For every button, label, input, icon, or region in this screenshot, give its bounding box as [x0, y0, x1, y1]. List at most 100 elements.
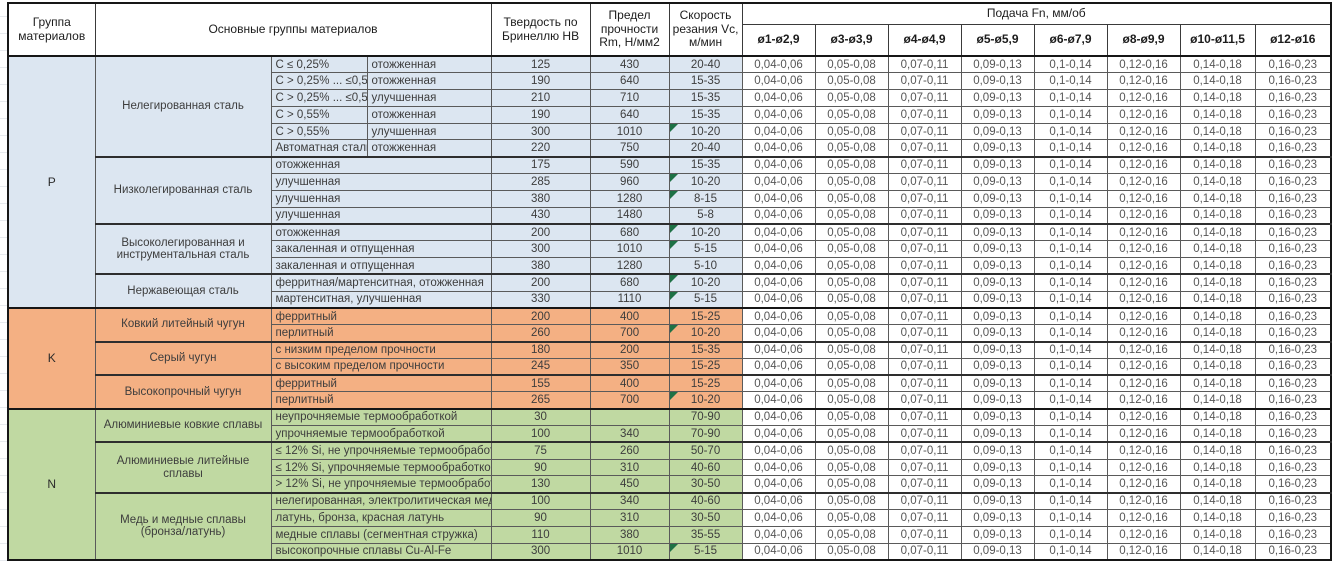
feed-cell: 0,14-0,18	[1179, 407, 1256, 427]
feed-cell: 0,04-0,06	[741, 475, 816, 494]
speed-cell: 15-35	[668, 340, 743, 359]
feed-cell: 0,12-0,16	[1106, 257, 1181, 275]
feed-cell: 0,12-0,16	[1106, 89, 1181, 107]
feed-cell: 0,12-0,16	[1106, 525, 1181, 544]
feed-cell: 0,12-0,16	[1106, 425, 1181, 443]
feed-cell: 0,04-0,06	[741, 290, 816, 309]
condition-cell: закаленная и отпущенная	[270, 257, 492, 275]
feed-cell: 0,09-0,13	[960, 542, 1035, 561]
feed-cell: 0,12-0,16	[1106, 139, 1181, 158]
condition-cell: ферритный	[270, 306, 492, 326]
subgroup-name-cell: Высокопрочный чугун	[94, 374, 272, 410]
feed-cell: 0,12-0,16	[1106, 122, 1181, 141]
strength-cell: 200	[589, 340, 670, 359]
table-row: C > 0,55% отожженная 190 640 15-35 0,04-0,06 0…	[8, 105, 1332, 124]
feed-cell: 0,14-0,18	[1179, 525, 1256, 544]
condition-cell: ≤ 12% Si, упрочняемые термообработкой	[270, 458, 492, 477]
feed-cell: 0,16-0,23	[1254, 139, 1332, 158]
feed-cell: 0,07-0,11	[887, 72, 962, 91]
feed-cell: 0,14-0,18	[1179, 155, 1256, 175]
feed-cell: 0,16-0,23	[1254, 257, 1332, 275]
feed-cell: 0,14-0,18	[1179, 189, 1256, 208]
group-code-cell: K	[7, 306, 96, 410]
feed-cell: 0,09-0,13	[960, 257, 1035, 275]
feed-cell: 0,09-0,13	[960, 340, 1035, 359]
feed-cell: 0,05-0,08	[814, 105, 889, 124]
feed-cell: 0,16-0,23	[1254, 155, 1332, 175]
header-feed-diameter-range: ø3-ø3,9	[814, 23, 889, 57]
feed-cell: 0,14-0,18	[1179, 139, 1256, 158]
table-row: Автоматная сталь отожженная 220 750 20-40 0,0…	[8, 139, 1332, 158]
header-brinell-hardness: Твердость по Бринеллю HB	[490, 2, 591, 57]
feed-cell: 0,16-0,23	[1254, 374, 1332, 393]
table-row: упрочняемые термообработкой 100 340 70-90 0,…	[8, 425, 1332, 443]
feed-cell: 0,14-0,18	[1179, 374, 1256, 393]
feed-cell: 0,12-0,16	[1106, 173, 1181, 191]
condition-cell: с высоким пределом прочности	[270, 357, 492, 376]
table-row: Нержавеющая сталь ферритная/мартенситная,…	[8, 273, 1332, 309]
feed-cell: 0,09-0,13	[960, 324, 1035, 343]
table-row: перлитный 260 700 10-20 0,04-0,06 0,05-0,08 0,…	[8, 324, 1332, 343]
strength-cell: 340	[589, 491, 670, 511]
hardness-cell: 245	[490, 357, 591, 376]
table-row: ≤ 12% Si, упрочняемые термообработкой 90 3…	[8, 458, 1332, 477]
feed-cell: 0,09-0,13	[960, 105, 1035, 124]
feed-cell: 0,09-0,13	[960, 122, 1035, 141]
strength-cell: 430	[589, 55, 670, 74]
feed-cell: 0,07-0,11	[887, 155, 962, 175]
feed-cell: 0,1-0,14	[1033, 55, 1108, 74]
feed-cell: 0,05-0,08	[814, 55, 889, 74]
feed-cell: 0,14-0,18	[1179, 105, 1256, 124]
feed-cell: 0,05-0,08	[814, 72, 889, 91]
condition-cell: Автоматная сталь	[270, 139, 368, 158]
feed-cell: 0,14-0,18	[1179, 257, 1256, 275]
feed-cell: 0,14-0,18	[1179, 222, 1256, 242]
strength-cell: 450	[589, 475, 670, 494]
feed-cell: 0,09-0,13	[960, 173, 1035, 191]
header-material-group: Группа материалов	[7, 2, 96, 57]
strength-cell: 1110	[589, 290, 670, 309]
condition-cell: перлитный	[270, 391, 492, 410]
feed-cell: 0,07-0,11	[887, 425, 962, 443]
feed-cell: 0,07-0,11	[887, 491, 962, 511]
feed-cell: 0,16-0,23	[1254, 306, 1332, 326]
feed-cell: 0,1-0,14	[1033, 491, 1108, 511]
hardness-cell: 380	[490, 189, 591, 208]
hardness-cell: 380	[490, 257, 591, 275]
feed-cell: 0,12-0,16	[1106, 407, 1181, 427]
feed-cell: 0,16-0,23	[1254, 72, 1332, 91]
feed-cell: 0,05-0,08	[814, 542, 889, 561]
feed-cell: 0,16-0,23	[1254, 189, 1332, 208]
feed-cell: 0,12-0,16	[1106, 189, 1181, 208]
feed-cell: 0,09-0,13	[960, 72, 1035, 91]
feed-cell: 0,04-0,06	[741, 55, 816, 74]
subgroup-name-cell: Высоколегированная и инструментальная ст…	[94, 222, 272, 275]
feed-cell: 0,12-0,16	[1106, 240, 1181, 259]
cutting-data-table: Группа материалов Основные группы матери…	[7, 2, 1332, 561]
hardness-cell: 100	[490, 491, 591, 511]
hardness-cell: 330	[490, 290, 591, 309]
feed-cell: 0,05-0,08	[814, 441, 889, 460]
speed-cell: 15-35	[668, 155, 743, 175]
condition-cell: C > 0,25% ... ≤0,55%	[270, 72, 368, 91]
feed-cell: 0,12-0,16	[1106, 475, 1181, 494]
header-feed-diameter-range: ø1-ø2,9	[741, 23, 816, 57]
strength-cell: 1280	[589, 189, 670, 208]
feed-cell: 0,04-0,06	[741, 374, 816, 393]
feed-cell: 0,1-0,14	[1033, 189, 1108, 208]
header-feed-diameter-range: ø5-ø5,9	[960, 23, 1035, 57]
hardness-cell: 210	[490, 89, 591, 107]
hardness-cell: 300	[490, 542, 591, 561]
feed-cell: 0,07-0,11	[887, 391, 962, 410]
feed-cell: 0,07-0,11	[887, 509, 962, 527]
subgroup-name-cell: Ковкий литейный чугун	[94, 306, 272, 343]
feed-cell: 0,16-0,23	[1254, 240, 1332, 259]
table-row: латунь, бронза, красная латунь 90 310 30-50…	[8, 509, 1332, 527]
feed-cell: 0,09-0,13	[960, 475, 1035, 494]
header-feed-diameter-range: ø8-ø9,9	[1106, 23, 1181, 57]
hardness-cell: 190	[490, 72, 591, 91]
feed-cell: 0,05-0,08	[814, 475, 889, 494]
feed-cell: 0,07-0,11	[887, 189, 962, 208]
feed-cell: 0,1-0,14	[1033, 72, 1108, 91]
condition-cell: отожженная	[270, 155, 492, 175]
